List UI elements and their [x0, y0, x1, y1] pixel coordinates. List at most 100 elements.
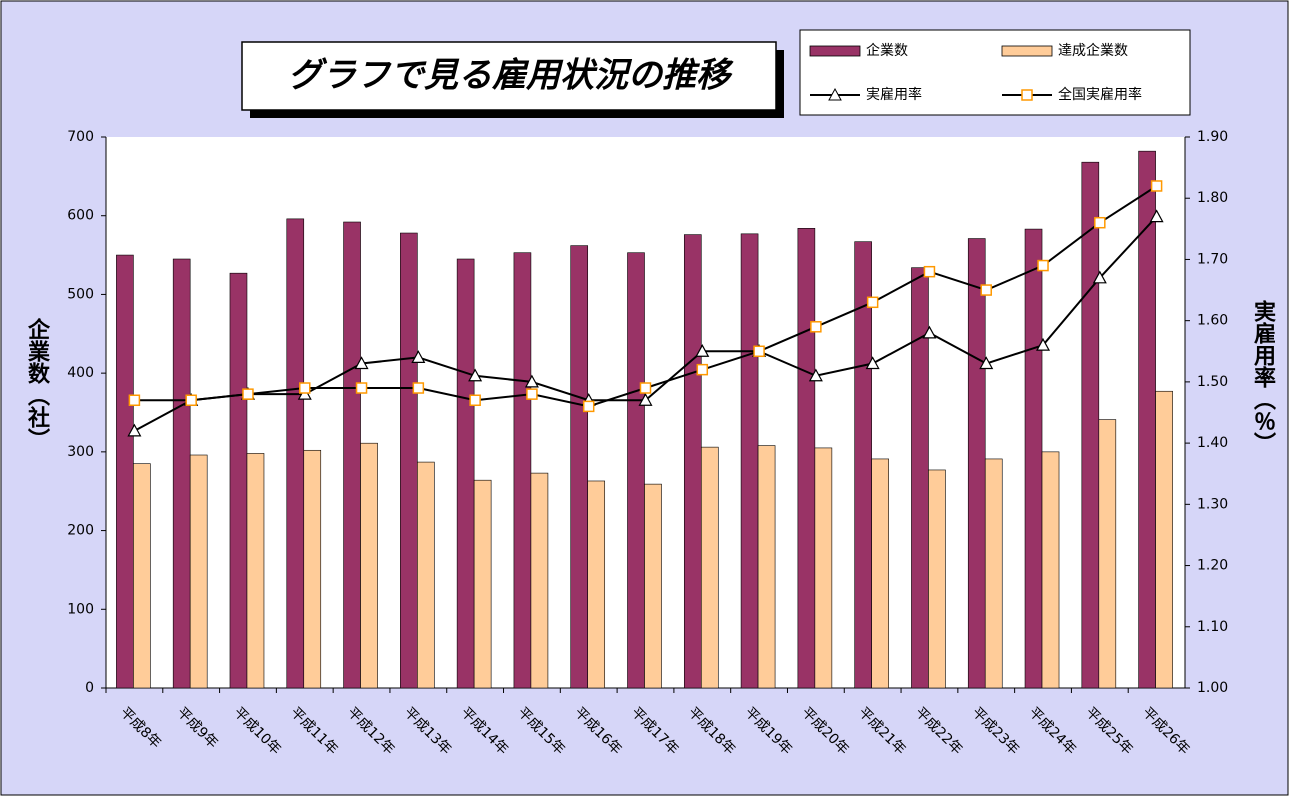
bar — [1098, 419, 1117, 689]
bar — [797, 228, 816, 689]
y-tick-label: 100 — [67, 601, 94, 617]
line-marker — [1037, 259, 1049, 272]
y2-tick-label: 1.80 — [1197, 190, 1228, 206]
y2-tick-label: 1.90 — [1197, 129, 1228, 145]
bar — [627, 252, 645, 689]
legend-marker — [828, 87, 842, 101]
bar — [360, 442, 378, 689]
line-marker — [128, 394, 141, 407]
line-marker — [696, 363, 709, 376]
bar — [911, 267, 929, 689]
line-marker — [639, 382, 652, 394]
legend-label: 企業数 — [866, 42, 908, 59]
legend-box — [799, 29, 1191, 116]
bar — [1155, 390, 1173, 689]
bar — [814, 447, 833, 689]
y-tick-label: 700 — [67, 129, 94, 145]
line-marker — [411, 350, 426, 363]
title-box — [241, 41, 777, 111]
line-marker — [865, 356, 880, 370]
line-marker — [354, 356, 369, 370]
line-marker — [753, 345, 765, 358]
bar — [286, 218, 305, 689]
line-marker — [808, 368, 823, 382]
line-marker — [526, 388, 538, 400]
line-marker — [127, 423, 142, 437]
y2-tick-label: 1.30 — [1197, 496, 1228, 512]
line-marker — [299, 382, 311, 394]
y2-tick-label: 1.70 — [1197, 251, 1228, 267]
bar — [189, 454, 208, 689]
y2-tick-label: 1.10 — [1197, 619, 1228, 635]
bar — [871, 458, 889, 689]
line-marker — [980, 284, 992, 296]
y-tick-label: 300 — [67, 444, 94, 460]
bar — [400, 232, 418, 689]
y2-axis-title: 実雇用率（％） — [1250, 299, 1276, 454]
line-marker — [1094, 216, 1106, 229]
bar — [456, 258, 475, 689]
y-tick-label: 400 — [67, 365, 94, 381]
y2-tick-label: 1.60 — [1197, 313, 1228, 329]
bar — [587, 480, 606, 689]
line-marker — [469, 394, 481, 407]
bar — [700, 446, 719, 689]
legend-swatch — [809, 45, 861, 57]
bar — [513, 252, 532, 689]
bar — [757, 445, 776, 689]
bar — [1041, 451, 1060, 689]
bar — [1081, 161, 1100, 689]
bar — [417, 461, 435, 689]
y-tick-label: 500 — [67, 286, 94, 302]
bar — [246, 453, 265, 689]
legend-label: 達成企業数 — [1058, 42, 1128, 59]
y-tick-label: 600 — [67, 208, 94, 224]
bar — [644, 483, 662, 689]
line-marker — [1036, 337, 1051, 351]
bar — [967, 238, 986, 689]
line-marker — [979, 356, 994, 370]
bar — [473, 479, 492, 689]
bar — [343, 221, 361, 689]
line-marker — [582, 400, 595, 413]
bar — [1024, 228, 1043, 689]
bar — [133, 463, 151, 689]
bar — [172, 258, 191, 689]
line-marker — [922, 325, 937, 339]
legend-swatch — [1001, 45, 1053, 57]
line-marker — [468, 368, 483, 382]
line-marker — [524, 374, 539, 388]
line-marker — [1149, 209, 1164, 223]
bar — [530, 472, 549, 689]
bar — [570, 245, 589, 689]
bar — [683, 234, 702, 689]
line-marker — [1092, 270, 1107, 284]
line-marker — [1150, 180, 1163, 192]
y2-tick-label: 1.20 — [1197, 558, 1228, 574]
bar — [1138, 150, 1156, 689]
y2-tick-label: 1.00 — [1197, 680, 1228, 696]
line-marker — [638, 393, 653, 406]
y2-tick-label: 1.50 — [1197, 374, 1228, 390]
y-axis-title: 企業数（社） — [24, 317, 51, 450]
bar — [740, 233, 759, 689]
bar — [229, 272, 248, 689]
y2-tick-label: 1.40 — [1197, 435, 1228, 451]
legend-label: 全国実雇用率 — [1058, 86, 1142, 103]
bar — [116, 254, 134, 689]
line-marker — [355, 382, 368, 394]
line-marker — [185, 394, 197, 407]
chart-title: グラフで見る雇用状況の推移 — [288, 56, 734, 96]
line-marker — [923, 265, 936, 278]
line-marker — [810, 321, 822, 333]
y-tick-label: 0 — [85, 680, 94, 696]
line-marker — [412, 382, 425, 394]
y-tick-label: 200 — [67, 523, 94, 539]
line-marker — [866, 296, 879, 309]
bar — [928, 469, 946, 689]
legend-marker — [1021, 89, 1033, 101]
line-marker — [242, 388, 254, 400]
bar — [984, 458, 1003, 689]
line-marker — [695, 344, 710, 357]
